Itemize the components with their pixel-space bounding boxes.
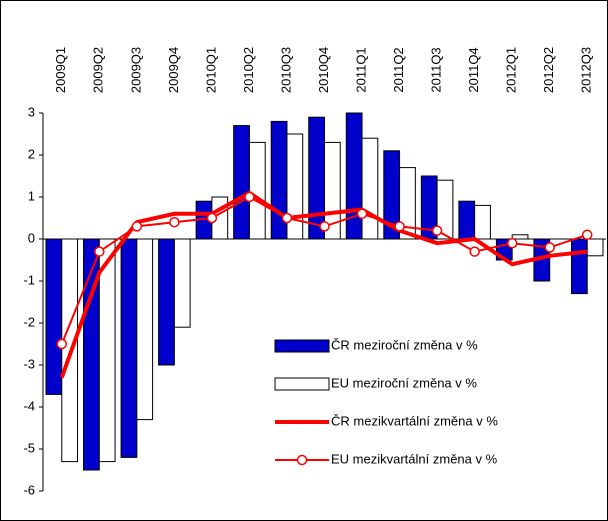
marker [319,221,330,232]
x-tick-label: 2009Q2 [91,47,106,93]
bar [511,234,529,240]
bar [233,125,250,240]
marker [394,221,405,232]
bar [458,200,476,240]
y-tick-label: -3 [23,356,35,371]
y-tick-label: 1 [28,188,35,203]
y-tick-label: -2 [23,314,35,329]
marker [131,221,143,232]
x-tick-label: 2010Q3 [278,47,293,93]
marker [281,212,293,224]
marker [506,237,518,249]
y-tick-label: -1 [23,272,35,287]
x-tick-label: 2010Q1 [203,47,218,93]
marker [356,208,368,220]
x-tick-label: 2010Q4 [316,47,331,93]
bar [158,238,175,366]
y-tick-label: 3 [28,104,35,119]
legend-label: ČR meziroční změna v % [331,337,478,352]
x-tick-label: 2009Q4 [166,47,181,93]
marker [544,242,555,253]
y-tick-label: -4 [23,398,35,413]
legend-swatch [274,377,330,391]
bar [136,238,154,421]
x-tick-label: 2012Q1 [504,47,519,93]
bar [474,204,491,240]
bar [173,238,191,328]
x-tick-label: 2010Q2 [241,47,256,93]
x-tick-label: 2009Q1 [53,47,68,93]
bar [570,238,588,295]
legend-marker [296,454,308,466]
marker [581,229,593,241]
bar [120,238,138,458]
legend-label: EU mezikvartální změna v % [331,451,498,466]
x-tick-label: 2012Q3 [579,47,594,93]
line [59,190,588,379]
x-tick-label: 2011Q1 [353,47,368,92]
marker [244,191,255,203]
legend-label: ČR mezikvartální změna v % [331,413,498,428]
bar [361,137,379,240]
bar [248,141,266,240]
y-tick-label: -5 [23,440,35,455]
marker [56,338,68,350]
x-tick-label: 2009Q3 [128,47,143,93]
x-tick-label: 2011Q4 [466,47,481,92]
y-tick-label: -6 [23,482,35,497]
x-tick-label: 2011Q3 [429,47,444,92]
marker [169,216,180,228]
marker [94,246,105,257]
x-tick-label: 2012Q2 [541,47,556,93]
y-tick-label: 0 [28,230,35,245]
y-tick-label: 2 [28,146,35,161]
legend-swatch [274,339,330,353]
marker [206,212,218,224]
bar [286,133,304,240]
marker [431,225,443,236]
bar [45,238,63,395]
bar [586,238,604,257]
legend-label: EU meziroční změna v % [331,375,477,390]
marker [469,246,480,257]
bar [345,112,363,240]
bar [308,116,325,240]
x-tick-label: 2011Q2 [391,47,406,92]
